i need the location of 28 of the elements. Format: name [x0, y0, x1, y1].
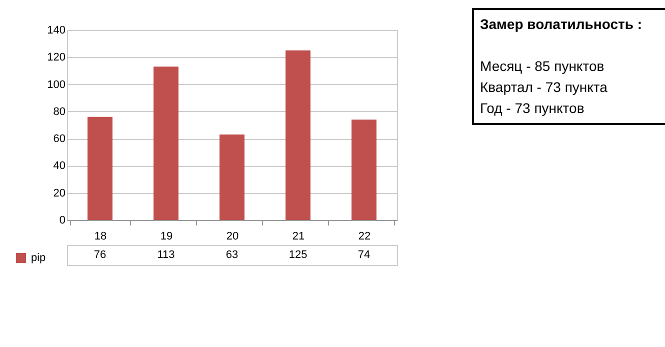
- text: Замер волатильность :: [480, 15, 644, 34]
- y-tick-label: 40: [53, 160, 66, 172]
- legend-label: pip: [31, 252, 46, 264]
- bar: [220, 134, 244, 220]
- x-tick-label: 19: [160, 230, 173, 242]
- x-tick-label: 21: [292, 230, 305, 242]
- y-tick-label: 80: [53, 106, 66, 118]
- text: Год - 73 пунктов: [480, 99, 586, 118]
- bar: [286, 50, 310, 220]
- text: Квартал - 73 пункта: [480, 78, 608, 97]
- y-tick-label: 120: [47, 52, 66, 64]
- data-label: 74: [358, 249, 370, 261]
- x-tick-label: 22: [358, 230, 371, 242]
- x-tick-label: 18: [94, 230, 107, 242]
- y-tick-label: 140: [47, 24, 66, 36]
- bar: [88, 116, 112, 220]
- data-label: 113: [157, 249, 175, 261]
- data-label: 125: [288, 249, 308, 261]
- text: Месяц - 85 пунктов: [480, 57, 606, 76]
- y-tick-label: 0: [59, 214, 66, 226]
- bar: [154, 66, 178, 220]
- data-label: 63: [226, 249, 238, 261]
- y-tick-label: 20: [53, 187, 66, 200]
- bar: [352, 120, 376, 220]
- y-tick-label: 60: [53, 133, 66, 146]
- x-tick-label: 20: [226, 230, 239, 242]
- y-tick-label: 100: [47, 78, 66, 91]
- data-label: 76: [94, 249, 106, 261]
